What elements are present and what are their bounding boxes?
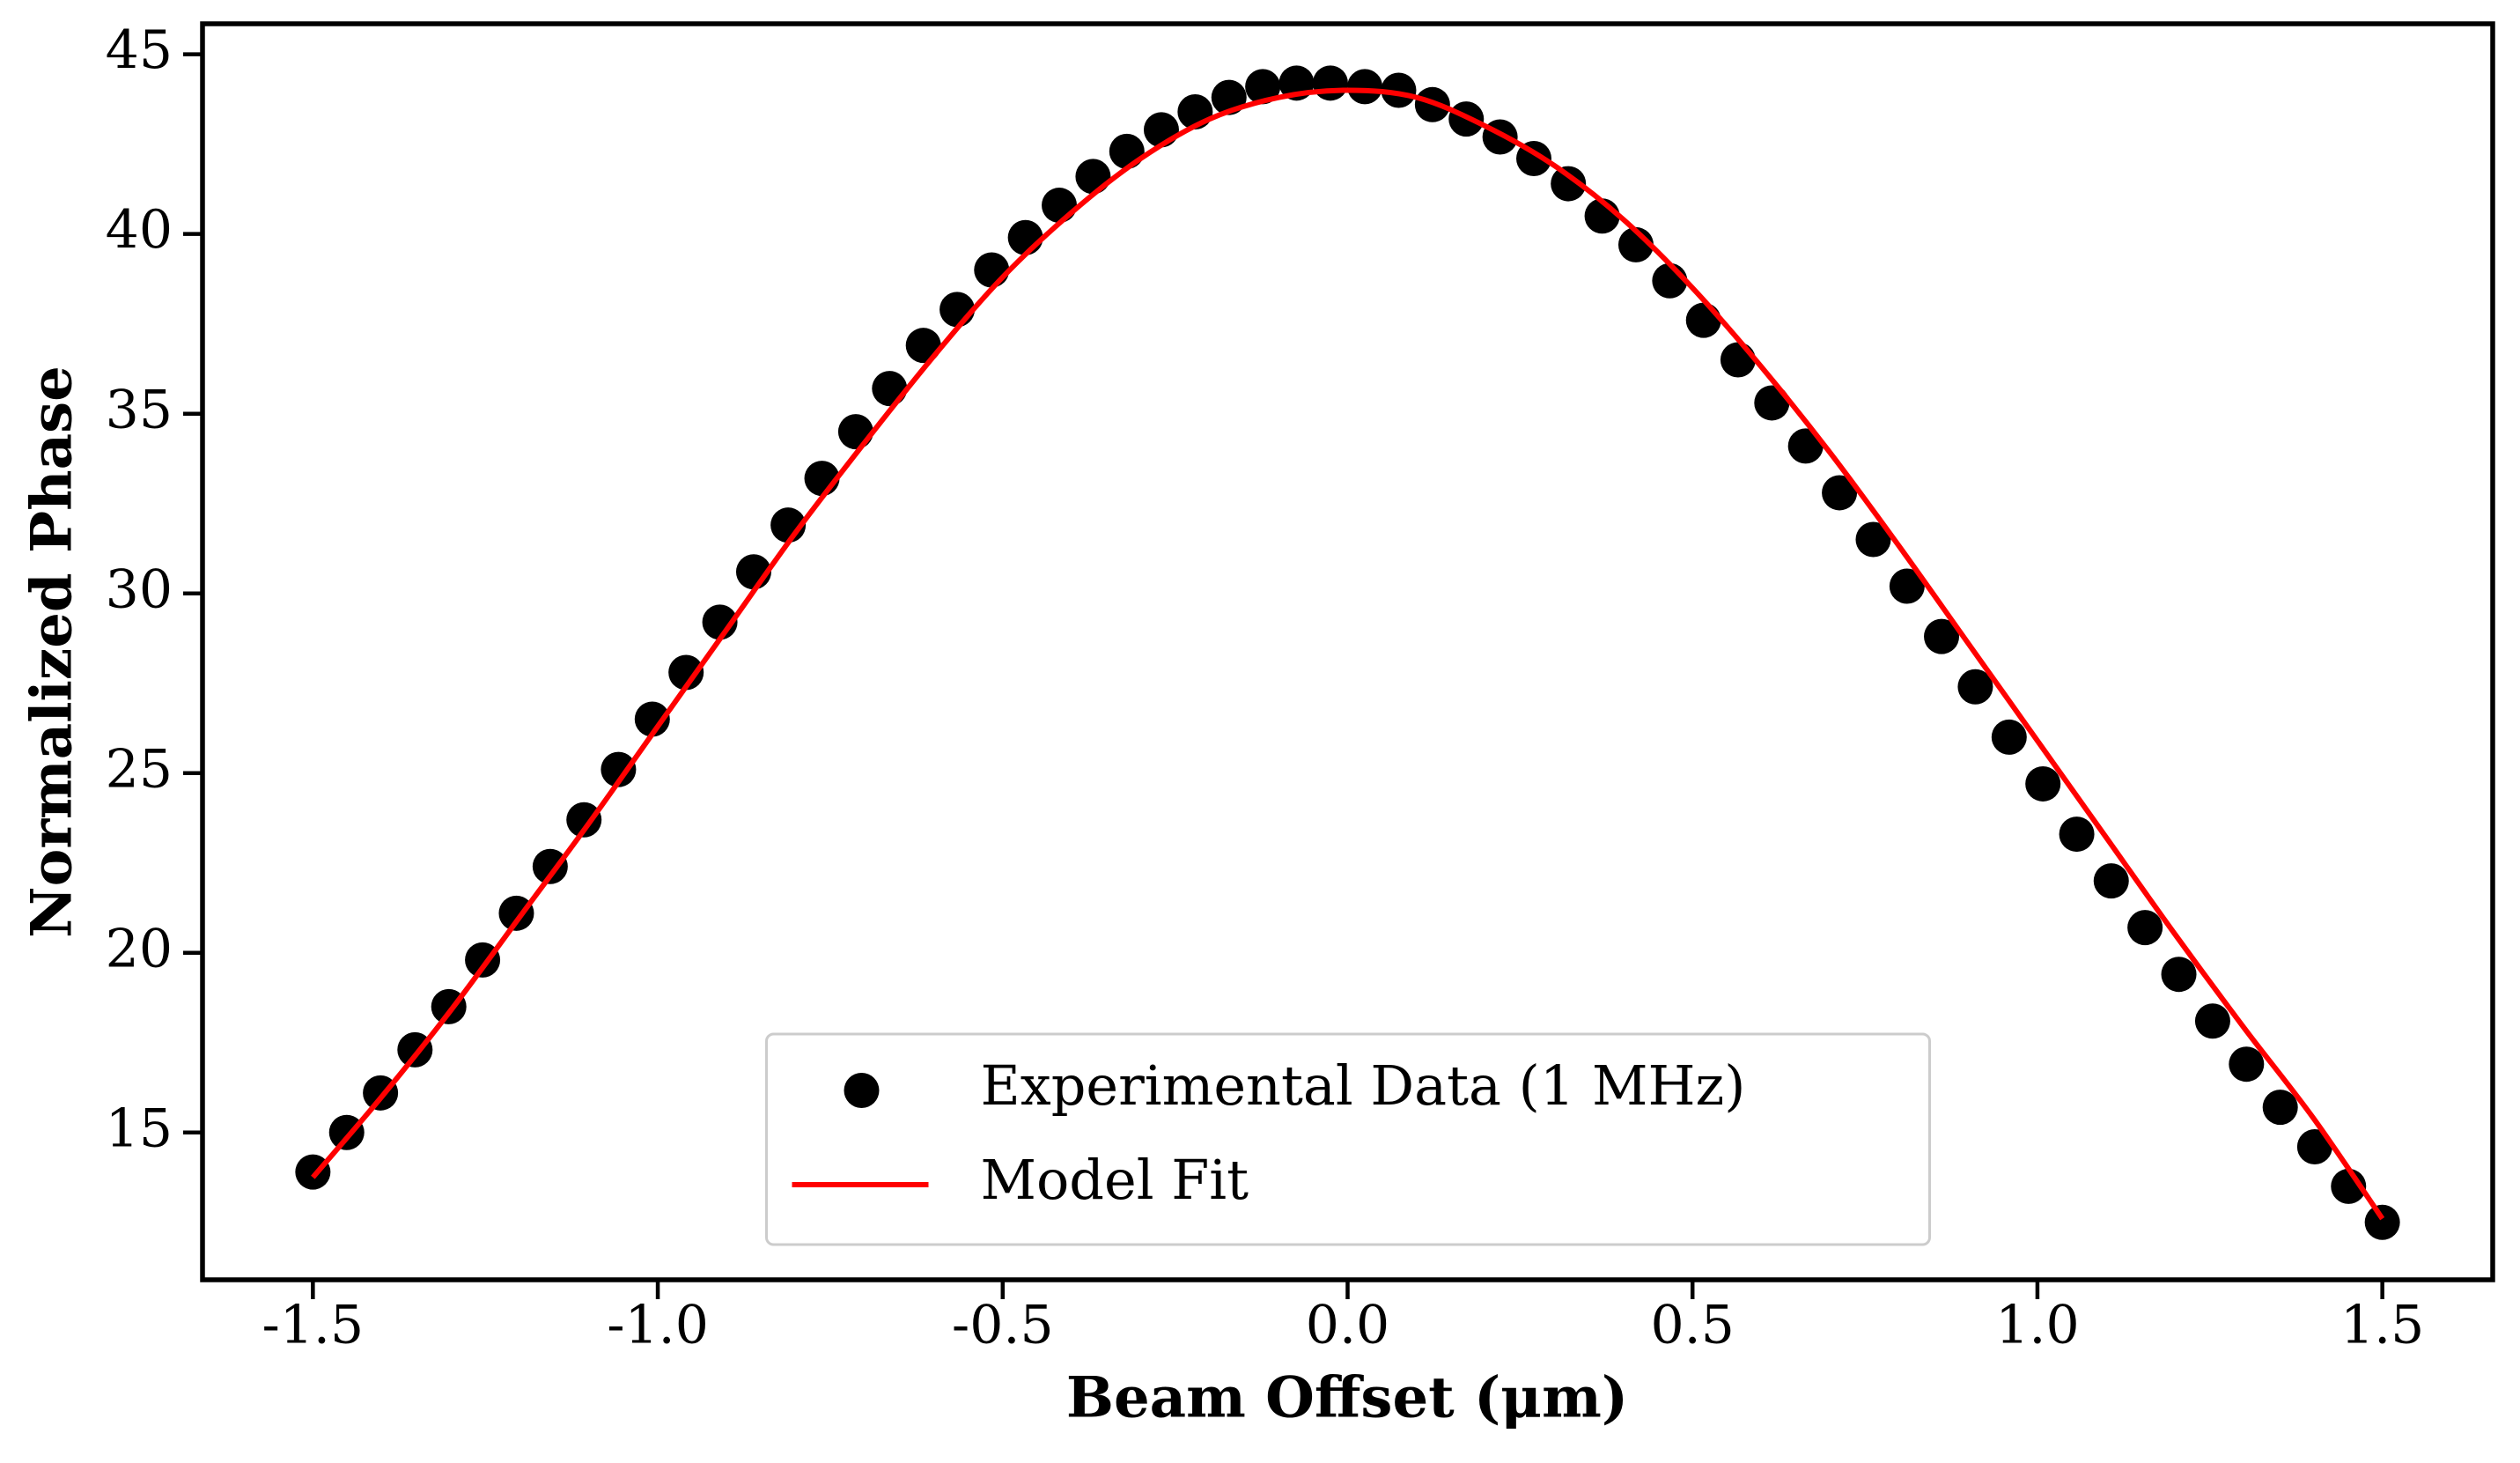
data-point [1042, 188, 1078, 224]
data-point [1652, 262, 1688, 299]
data-point [1075, 159, 1111, 195]
data-point [1109, 133, 1145, 169]
data-point [1822, 475, 1858, 511]
data-point [1924, 618, 1960, 654]
fit-line [311, 87, 2385, 1221]
data-point [465, 942, 501, 978]
data-point [1855, 521, 1891, 558]
y-tick-label: 40 [106, 199, 173, 261]
axes-frame [200, 21, 2495, 1282]
data-point [2296, 1129, 2332, 1165]
legend-frame [765, 1032, 1931, 1246]
x-tick-label: 0.5 [1651, 1295, 1735, 1356]
data-point [872, 371, 908, 407]
y-tick-label: 30 [106, 558, 173, 620]
data-point [939, 292, 976, 328]
x-axis-label: Beam Offset (μm) [1066, 1365, 1628, 1431]
data-point [498, 895, 534, 931]
data-point [974, 252, 1010, 288]
data-point [837, 414, 873, 450]
x-tick-label: 1.0 [1995, 1295, 2079, 1356]
y-tick-label: 45 [106, 19, 173, 81]
data-point [1312, 65, 1348, 101]
y-tick-label: 25 [106, 738, 173, 800]
data-point [532, 848, 568, 884]
data-point [566, 802, 602, 838]
legend: Experimental Data (1 MHz) Model Fit [765, 1032, 1931, 1246]
data-point [2229, 1046, 2265, 1082]
data-point [1245, 69, 1281, 105]
data-point [1991, 719, 2027, 755]
x-tick-label: -1.5 [262, 1295, 364, 1356]
y-tick-label: 15 [106, 1097, 173, 1159]
x-tick-label: -1.0 [607, 1295, 709, 1356]
legend-marker [844, 1073, 880, 1108]
legend-label: Model Fit [981, 1148, 1249, 1212]
data-point [601, 751, 637, 787]
data-point [1957, 669, 1993, 705]
data-point [2059, 816, 2095, 853]
x-tick-label: 1.5 [2340, 1295, 2424, 1356]
x-tick-label: -0.5 [952, 1295, 1054, 1356]
x-tick-label: 0.0 [1306, 1295, 1389, 1356]
data-point [634, 701, 670, 737]
data-point [1007, 219, 1043, 255]
data-point [2262, 1090, 2298, 1126]
data-point [2025, 765, 2061, 802]
data-point [2364, 1204, 2400, 1240]
data-point [1685, 302, 1721, 338]
data-point [1787, 428, 1824, 464]
y-tick-label: 20 [106, 918, 173, 979]
legend-label: Experimental Data (1 MHz) [981, 1053, 1746, 1118]
data-point [1889, 568, 1925, 604]
data-point [1551, 166, 1587, 202]
data-point [2127, 910, 2163, 946]
data-point [2194, 1003, 2230, 1039]
data-point [2161, 957, 2197, 993]
data-point [1347, 69, 1383, 105]
data-point [668, 654, 704, 691]
y-tick-label: 35 [106, 379, 173, 440]
y-axis-label: Normalized Phase [19, 366, 85, 938]
data-point [2093, 863, 2129, 899]
data-point [328, 1114, 365, 1150]
data-point [1720, 342, 1756, 378]
data-point [1381, 72, 1417, 108]
